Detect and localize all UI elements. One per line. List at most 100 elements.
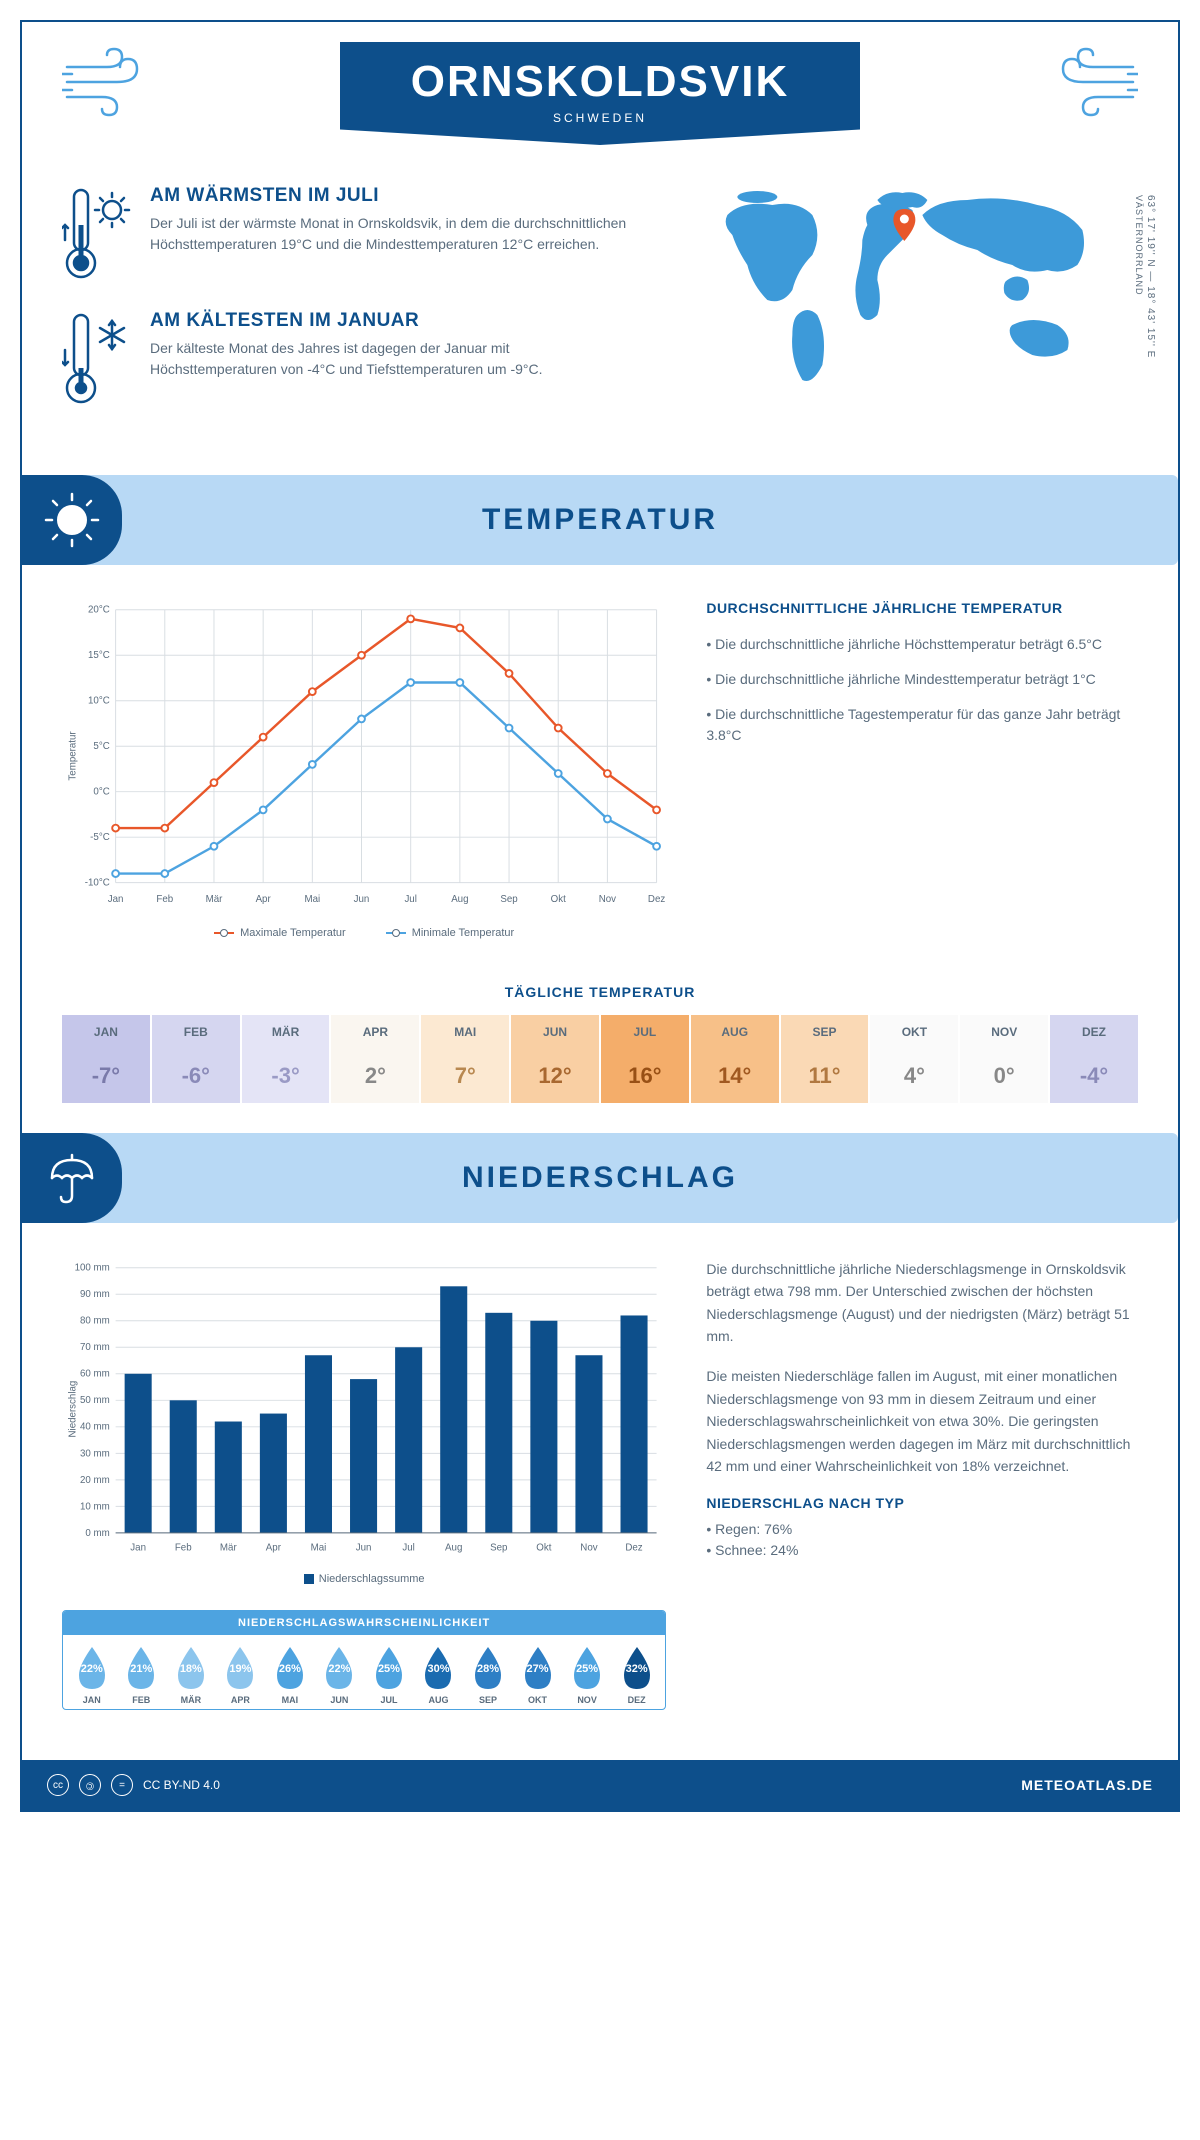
coldest-body: Der kälteste Monat des Jahres ist dagege… xyxy=(150,338,637,380)
svg-text:Mär: Mär xyxy=(206,894,224,905)
daily-temp-cell: MÄR-3° xyxy=(242,1015,332,1103)
precip-para: Die durchschnittliche jährliche Niedersc… xyxy=(706,1258,1138,1348)
daily-temp-cell: SEP11° xyxy=(781,1015,871,1103)
svg-text:60 mm: 60 mm xyxy=(80,1369,110,1380)
wind-icon xyxy=(62,47,152,117)
svg-text:Mai: Mai xyxy=(304,894,320,905)
umbrella-icon xyxy=(44,1150,100,1206)
precip-section-banner: NIEDERSCHLAG xyxy=(22,1133,1178,1223)
precip-para: Die meisten Niederschläge fallen im Augu… xyxy=(706,1365,1138,1477)
prob-cell: 25%NOV xyxy=(562,1643,612,1705)
warmest-block: AM WÄRMSTEN IM JULI Der Juli ist der wär… xyxy=(62,185,637,285)
daily-temp-table: JAN-7°FEB-6°MÄR-3°APR2°MAI7°JUN12°JUL16°… xyxy=(62,1015,1138,1103)
svg-text:15°C: 15°C xyxy=(88,650,110,661)
svg-text:30 mm: 30 mm xyxy=(80,1448,110,1459)
city-title: ORNSKOLDSVIK xyxy=(370,57,830,107)
wind-icon xyxy=(1048,47,1138,117)
svg-text:Dez: Dez xyxy=(648,894,665,905)
svg-text:70 mm: 70 mm xyxy=(80,1342,110,1353)
by-icon: 🄯 xyxy=(79,1774,101,1796)
prob-cell: 30%AUG xyxy=(414,1643,464,1705)
svg-text:Jul: Jul xyxy=(404,894,416,905)
country-subtitle: SCHWEDEN xyxy=(370,111,830,125)
thermometer-sun-icon xyxy=(62,185,132,285)
daily-temp-cell: MAI7° xyxy=(421,1015,511,1103)
svg-text:Dez: Dez xyxy=(625,1542,642,1553)
svg-text:0 mm: 0 mm xyxy=(85,1528,109,1539)
daily-temp-cell: FEB-6° xyxy=(152,1015,242,1103)
svg-text:-10°C: -10°C xyxy=(85,878,110,889)
prob-cell: 25%JUL xyxy=(364,1643,414,1705)
prob-cell: 27%OKT xyxy=(513,1643,563,1705)
precip-chart-legend: Niederschlagssumme xyxy=(62,1573,666,1585)
header: ORNSKOLDSVIK SCHWEDEN xyxy=(22,22,1178,155)
svg-text:Jul: Jul xyxy=(402,1542,414,1553)
svg-text:Nov: Nov xyxy=(580,1542,597,1553)
temp-chart-legend: Maximale Temperatur Minimale Temperatur xyxy=(62,927,666,939)
svg-text:Sep: Sep xyxy=(500,894,517,905)
daily-temp-cell: APR2° xyxy=(331,1015,421,1103)
precip-type-snow: • Schnee: 24% xyxy=(706,1540,1138,1561)
daily-temp-cell: OKT4° xyxy=(870,1015,960,1103)
precip-type-rain: • Regen: 76% xyxy=(706,1519,1138,1540)
sun-icon xyxy=(42,490,102,550)
license-text: CC BY-ND 4.0 xyxy=(143,1778,220,1792)
daily-temp-cell: JUN12° xyxy=(511,1015,601,1103)
world-map: 63° 17' 19'' N — 18° 43' 15'' E VÄSTERNO… xyxy=(667,185,1138,435)
svg-text:Apr: Apr xyxy=(256,894,272,905)
prob-cell: 18%MÄR xyxy=(166,1643,216,1705)
svg-text:90 mm: 90 mm xyxy=(80,1289,110,1300)
daily-temp-title: TÄGLICHE TEMPERATUR xyxy=(22,984,1178,1000)
prob-cell: 22%JUN xyxy=(315,1643,365,1705)
svg-text:Jun: Jun xyxy=(354,894,370,905)
coldest-title: AM KÄLTESTEN IM JANUAR xyxy=(150,310,637,332)
daily-temp-cell: AUG14° xyxy=(691,1015,781,1103)
svg-text:Jan: Jan xyxy=(130,1542,146,1553)
temp-bullet: • Die durchschnittliche jährliche Mindes… xyxy=(706,669,1138,690)
thermometer-snow-icon xyxy=(62,310,132,410)
daily-temp-cell: JAN-7° xyxy=(62,1015,152,1103)
temp-bullet: • Die durchschnittliche Tagestemperatur … xyxy=(706,704,1138,746)
precip-probability-table: NIEDERSCHLAGSWAHRSCHEINLICHKEIT 22%JAN21… xyxy=(62,1610,666,1710)
prob-cell: 21%FEB xyxy=(117,1643,167,1705)
svg-text:100 mm: 100 mm xyxy=(75,1263,110,1274)
svg-text:5°C: 5°C xyxy=(93,741,109,752)
site-name: METEOATLAS.DE xyxy=(1021,1777,1153,1793)
prob-title: NIEDERSCHLAGSWAHRSCHEINLICHKEIT xyxy=(63,1611,665,1635)
svg-text:10°C: 10°C xyxy=(88,696,110,707)
precip-type-title: NIEDERSCHLAG NACH TYP xyxy=(706,1495,1138,1511)
cc-icon: cc xyxy=(47,1774,69,1796)
title-banner: ORNSKOLDSVIK SCHWEDEN xyxy=(340,42,860,145)
daily-temp-cell: DEZ-4° xyxy=(1050,1015,1138,1103)
footer: cc 🄯 = CC BY-ND 4.0 METEOATLAS.DE xyxy=(22,1760,1178,1810)
svg-text:80 mm: 80 mm xyxy=(80,1316,110,1327)
coordinates: 63° 17' 19'' N — 18° 43' 15'' E VÄSTERNO… xyxy=(1134,195,1156,358)
precip-heading: NIEDERSCHLAG xyxy=(462,1161,738,1195)
svg-text:Okt: Okt xyxy=(536,1542,551,1553)
prob-cell: 19%APR xyxy=(216,1643,266,1705)
svg-text:20 mm: 20 mm xyxy=(80,1475,110,1486)
svg-text:Jun: Jun xyxy=(356,1542,372,1553)
svg-text:40 mm: 40 mm xyxy=(80,1422,110,1433)
temp-bullet: • Die durchschnittliche jährliche Höchst… xyxy=(706,634,1138,655)
svg-text:Aug: Aug xyxy=(445,1542,462,1553)
temperature-section-banner: TEMPERATUR xyxy=(22,475,1178,565)
svg-text:Okt: Okt xyxy=(551,894,566,905)
svg-text:Mai: Mai xyxy=(311,1542,327,1553)
svg-text:Aug: Aug xyxy=(451,894,468,905)
svg-text:-5°C: -5°C xyxy=(90,832,110,843)
warmest-title: AM WÄRMSTEN IM JULI xyxy=(150,185,637,207)
prob-cell: 28%SEP xyxy=(463,1643,513,1705)
svg-text:0°C: 0°C xyxy=(93,787,109,798)
svg-text:20°C: 20°C xyxy=(88,605,110,616)
coldest-block: AM KÄLTESTEN IM JANUAR Der kälteste Mona… xyxy=(62,310,637,410)
prob-cell: 26%MAI xyxy=(265,1643,315,1705)
svg-text:Feb: Feb xyxy=(175,1542,192,1553)
temp-info-title: DURCHSCHNITTLICHE JÄHRLICHE TEMPERATUR xyxy=(706,600,1138,616)
daily-temp-cell: NOV0° xyxy=(960,1015,1050,1103)
svg-text:Feb: Feb xyxy=(156,894,173,905)
svg-text:Niederschlag: Niederschlag xyxy=(68,1381,79,1438)
nd-icon: = xyxy=(111,1774,133,1796)
svg-text:10 mm: 10 mm xyxy=(80,1501,110,1512)
svg-text:Mär: Mär xyxy=(220,1542,238,1553)
